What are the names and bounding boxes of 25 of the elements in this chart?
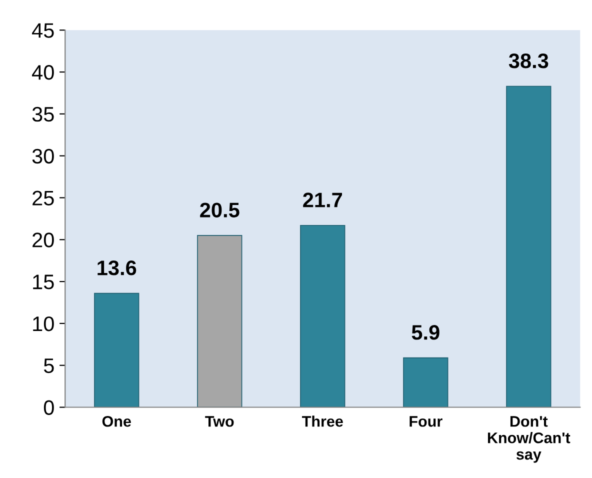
y-tick-label: 25: [32, 190, 54, 206]
data-label: 13.6: [98, 260, 136, 276]
x-tick-label: One: [102, 416, 131, 427]
x-tick-label: Two: [205, 416, 234, 427]
x-tick-label: Four: [410, 416, 442, 427]
data-label: 5.9: [412, 325, 440, 340]
y-tick-label: 20: [32, 232, 54, 248]
bar: [300, 224, 346, 408]
data-label: 21.7: [303, 192, 342, 208]
y-tick-label: 40: [32, 65, 54, 80]
bar: [94, 292, 140, 408]
y-tick-label: 0: [44, 400, 54, 416]
y-tick-label: 30: [32, 148, 54, 164]
bar: [197, 235, 242, 408]
x-tick-label: Don't Know/Can't say: [488, 416, 570, 463]
y-tick-label: 5: [44, 358, 54, 374]
y-tick-label: 15: [33, 274, 54, 290]
y-tick-label: 35: [32, 106, 54, 122]
bar: [403, 357, 448, 408]
bar: [506, 86, 552, 408]
data-label: 20.5: [200, 202, 240, 218]
x-tick-label: Three: [302, 416, 343, 427]
y-tick-label: 45: [32, 23, 54, 38]
y-tick-label: 10: [33, 316, 54, 332]
data-label: 38.3: [508, 54, 548, 68]
